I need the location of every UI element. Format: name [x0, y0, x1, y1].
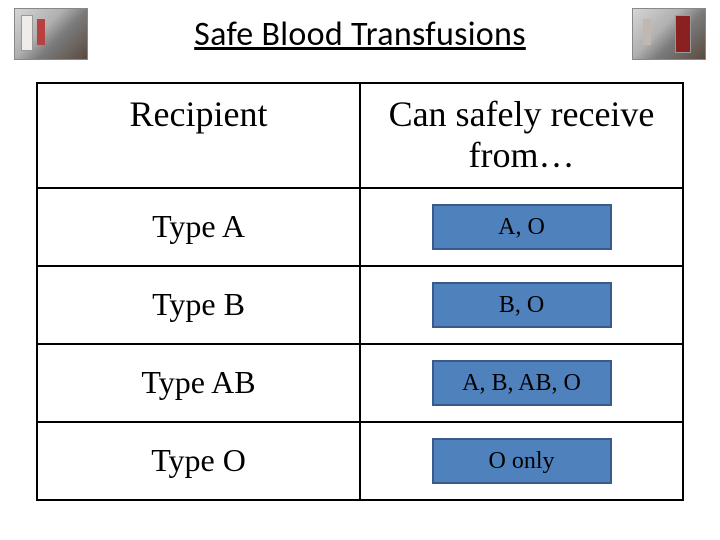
blood-bag-image-right	[632, 8, 706, 60]
transfusion-table: Recipient Can safely receive from… Type …	[36, 82, 684, 501]
recipient-cell: Type AB	[37, 344, 360, 422]
col-header-recipient: Recipient	[37, 83, 360, 188]
header-row: Safe Blood Transfusions	[0, 0, 720, 64]
table-row: Type A A, O	[37, 188, 683, 266]
recipient-cell: Type O	[37, 422, 360, 500]
table-row: Type O O only	[37, 422, 683, 500]
donor-pill: B, O	[432, 282, 612, 328]
page-title: Safe Blood Transfusions	[88, 14, 632, 55]
donor-pill: A, B, AB, O	[432, 360, 612, 406]
table-row: Type B B, O	[37, 266, 683, 344]
donor-cell: B, O	[360, 266, 683, 344]
table-container: Recipient Can safely receive from… Type …	[0, 64, 720, 501]
blood-bag-image-left	[14, 8, 88, 60]
donor-pill: A, O	[432, 204, 612, 250]
table-header-row: Recipient Can safely receive from…	[37, 83, 683, 188]
donor-cell: A, B, AB, O	[360, 344, 683, 422]
donor-pill: O only	[432, 438, 612, 484]
recipient-cell: Type B	[37, 266, 360, 344]
recipient-cell: Type A	[37, 188, 360, 266]
donor-cell: O only	[360, 422, 683, 500]
donor-cell: A, O	[360, 188, 683, 266]
col-header-donors: Can safely receive from…	[360, 83, 683, 188]
table-row: Type AB A, B, AB, O	[37, 344, 683, 422]
